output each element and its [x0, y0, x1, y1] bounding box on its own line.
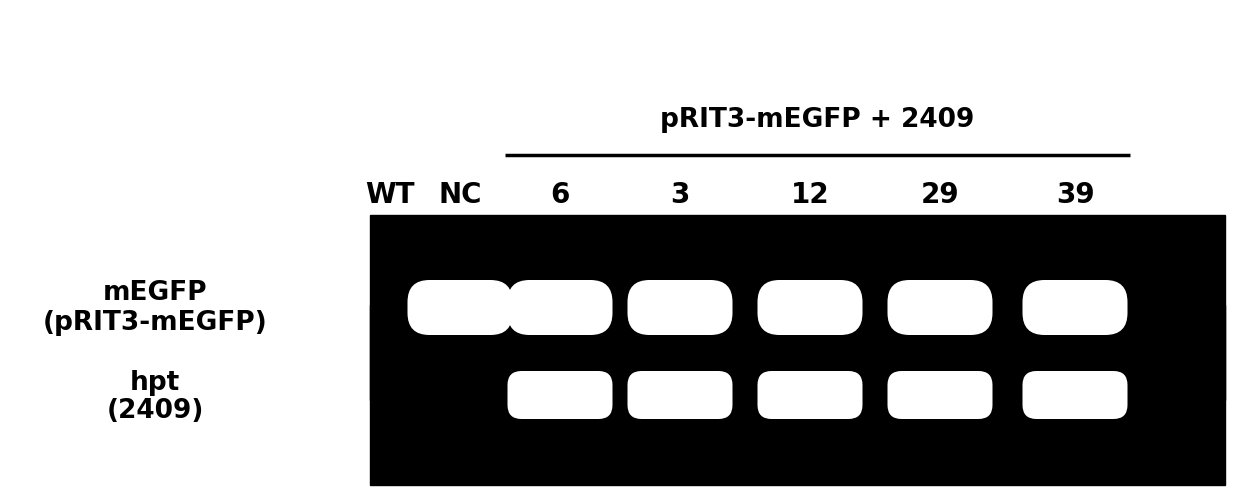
Text: mEGFP: mEGFP [103, 280, 207, 306]
Text: 12: 12 [791, 181, 830, 209]
FancyBboxPatch shape [758, 280, 863, 335]
Text: WT: WT [366, 181, 414, 209]
FancyBboxPatch shape [627, 371, 733, 419]
Text: hpt: hpt [130, 370, 180, 396]
Text: pRIT3-mEGFP + 2409: pRIT3-mEGFP + 2409 [661, 107, 975, 133]
FancyBboxPatch shape [408, 280, 512, 335]
Text: 29: 29 [920, 181, 960, 209]
FancyBboxPatch shape [507, 371, 613, 419]
FancyBboxPatch shape [627, 280, 733, 335]
FancyBboxPatch shape [888, 280, 992, 335]
Text: 39: 39 [1055, 181, 1095, 209]
Text: (pRIT3-mEGFP): (pRIT3-mEGFP) [42, 310, 268, 336]
Bar [370, 215, 1225, 400]
FancyBboxPatch shape [507, 280, 613, 335]
FancyBboxPatch shape [758, 371, 863, 419]
Bar [370, 305, 1225, 485]
FancyBboxPatch shape [1023, 280, 1127, 335]
Text: 6: 6 [551, 181, 569, 209]
Text: (2409): (2409) [107, 398, 203, 424]
Text: NC: NC [438, 181, 482, 209]
FancyBboxPatch shape [888, 371, 992, 419]
Text: 3: 3 [671, 181, 689, 209]
FancyBboxPatch shape [1023, 371, 1127, 419]
